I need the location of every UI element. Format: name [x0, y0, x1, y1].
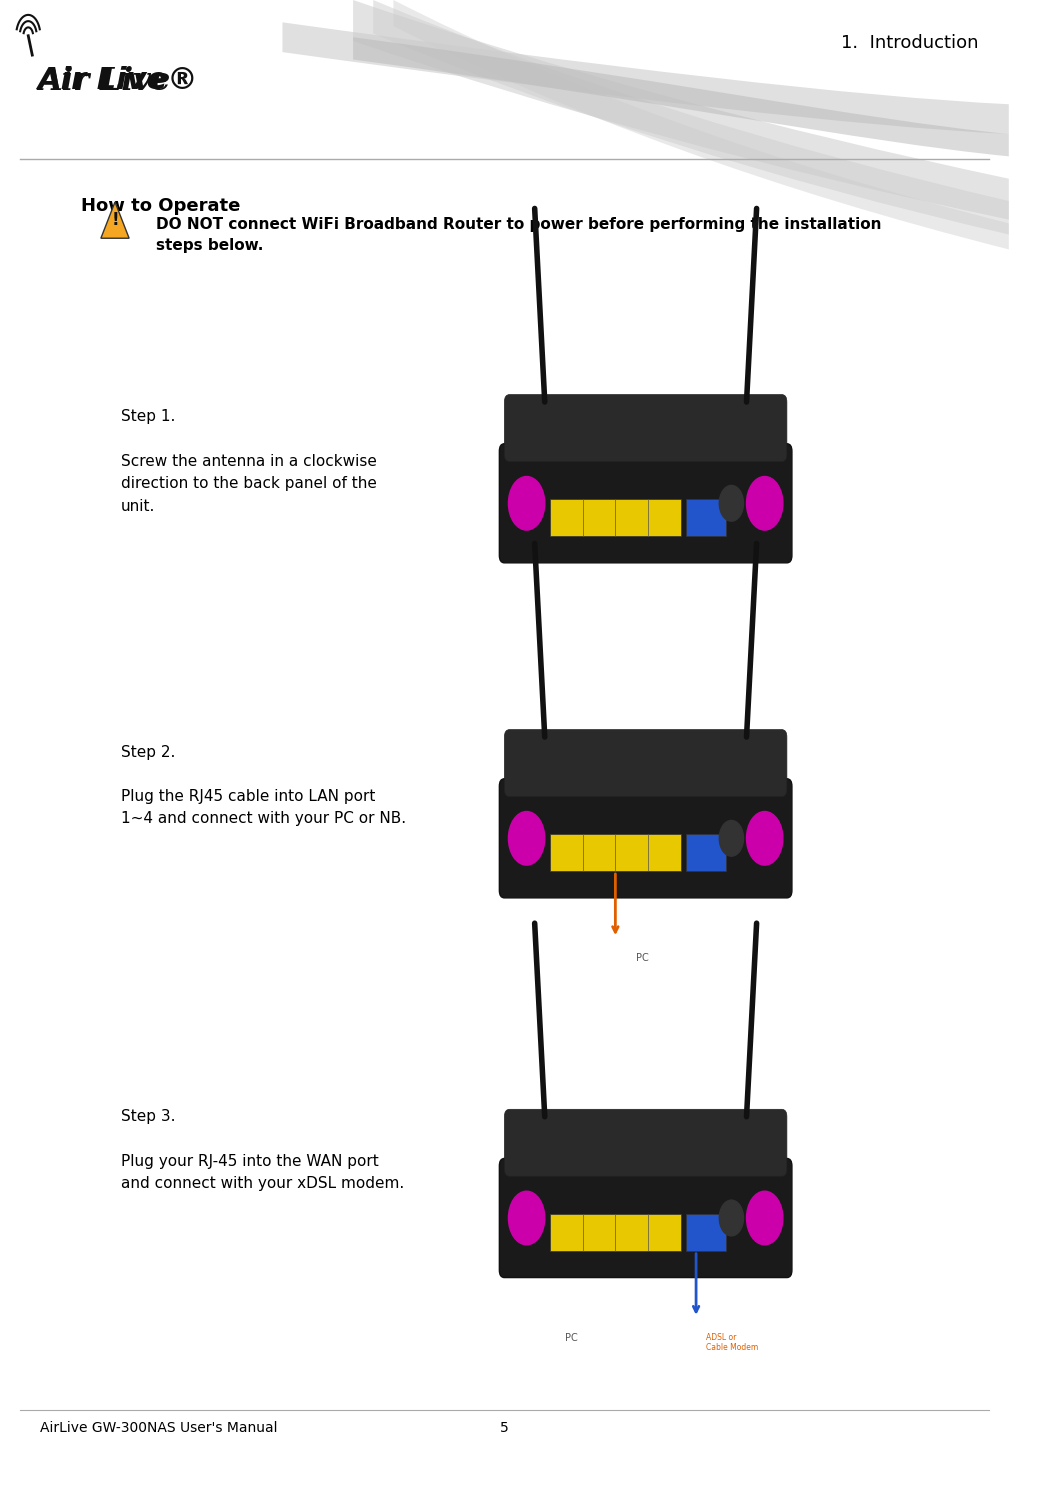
Text: DO NOT connect WiFi Broadband Router to power before performing the installation: DO NOT connect WiFi Broadband Router to …	[156, 217, 881, 253]
Bar	[550, 499, 681, 536]
Text: PC: PC	[565, 1333, 577, 1343]
Text: Step 3.: Step 3.	[122, 1109, 176, 1124]
FancyBboxPatch shape	[504, 395, 787, 462]
Text: AirLive GW-300NAS User's Manual: AirLive GW-300NAS User's Manual	[41, 1421, 278, 1434]
Circle shape	[508, 1191, 545, 1245]
Bar	[686, 1214, 726, 1251]
Bar	[686, 834, 726, 871]
Text: 1.  Introduction: 1. Introduction	[842, 34, 979, 52]
Text: Air Live®: Air Live®	[39, 66, 199, 94]
Text: How to Operate: How to Operate	[81, 197, 240, 214]
Text: PC: PC	[635, 953, 649, 963]
Text: Step 2.: Step 2.	[122, 744, 175, 759]
Polygon shape	[101, 203, 129, 238]
FancyBboxPatch shape	[499, 779, 792, 898]
Circle shape	[508, 812, 545, 865]
Text: ADSL or
Cable Modem: ADSL or Cable Modem	[706, 1333, 759, 1352]
Circle shape	[719, 485, 743, 521]
Text: Plug the RJ45 cable into LAN port
1~4 and connect with your PC or NB.: Plug the RJ45 cable into LAN port 1~4 an…	[122, 789, 407, 826]
PathPatch shape	[283, 22, 1009, 134]
Bar	[550, 1214, 681, 1251]
Text: !: !	[111, 211, 118, 229]
Text: Step 1.: Step 1.	[122, 409, 175, 424]
FancyBboxPatch shape	[504, 1109, 787, 1176]
Text: Screw the antenna in a clockwise
direction to the back panel of the
unit.: Screw the antenna in a clockwise directi…	[122, 454, 377, 514]
Text: 5: 5	[500, 1421, 508, 1434]
FancyBboxPatch shape	[499, 444, 792, 563]
Text: Plug your RJ-45 into the WAN port
and connect with your xDSL modem.: Plug your RJ-45 into the WAN port and co…	[122, 1154, 405, 1191]
FancyBboxPatch shape	[499, 1158, 792, 1278]
Circle shape	[746, 1191, 783, 1245]
Bar	[686, 499, 726, 536]
Circle shape	[746, 812, 783, 865]
Bar	[550, 834, 681, 871]
PathPatch shape	[393, 0, 1009, 249]
PathPatch shape	[353, 0, 1009, 219]
Circle shape	[508, 476, 545, 530]
Text: Air Live: Air Live	[39, 66, 171, 97]
FancyBboxPatch shape	[504, 730, 787, 797]
PathPatch shape	[353, 37, 1009, 156]
Circle shape	[746, 476, 783, 530]
Circle shape	[719, 1200, 743, 1236]
PathPatch shape	[373, 0, 1009, 234]
Circle shape	[719, 820, 743, 856]
